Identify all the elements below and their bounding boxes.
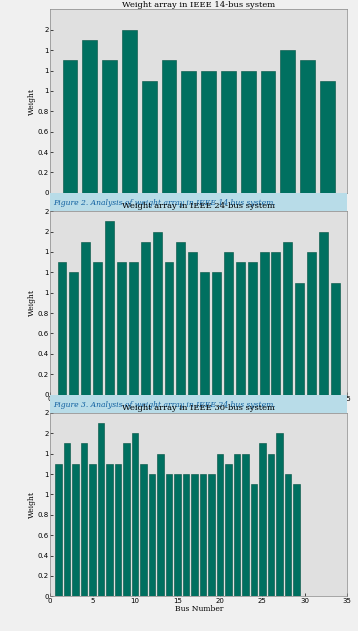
Bar (64, 444, 70, 596)
Bar (176, 242, 185, 394)
Bar (122, 30, 137, 193)
Bar (200, 474, 206, 596)
Bar (72, 464, 79, 596)
Bar (81, 444, 87, 596)
Bar (320, 81, 335, 193)
Y-axis label: Weight: Weight (28, 88, 36, 115)
Bar (166, 474, 172, 596)
Bar (141, 242, 150, 394)
Bar (55, 464, 62, 596)
X-axis label: Bus Number: Bus Number (174, 202, 223, 209)
Y-axis label: Weight: Weight (28, 491, 36, 518)
Bar (300, 61, 315, 193)
Bar (106, 464, 113, 596)
Bar (225, 464, 232, 596)
Bar (69, 273, 78, 394)
Bar (149, 474, 155, 596)
Title: Weight array in IEEE 14-bus system: Weight array in IEEE 14-bus system (122, 1, 275, 9)
Bar (81, 242, 90, 394)
Bar (268, 454, 274, 596)
Bar (174, 474, 181, 596)
Bar (188, 252, 197, 394)
Bar (276, 433, 282, 596)
Bar (248, 262, 257, 394)
Title: Weight array in IEEE 24-bus system: Weight array in IEEE 24-bus system (122, 203, 275, 210)
Bar (331, 283, 340, 394)
Bar (208, 474, 214, 596)
Bar (90, 464, 96, 596)
Bar (105, 221, 114, 394)
Bar (153, 232, 161, 394)
Bar (157, 454, 164, 596)
Bar (241, 71, 256, 193)
Bar (234, 454, 240, 596)
Bar (260, 252, 268, 394)
Bar (140, 464, 147, 596)
Bar (221, 71, 236, 193)
Bar (236, 262, 245, 394)
Bar (129, 262, 138, 394)
Bar (117, 262, 126, 394)
Bar (261, 71, 275, 193)
Bar (102, 61, 117, 193)
Bar (98, 423, 104, 596)
Bar (161, 61, 176, 193)
Y-axis label: Weight: Weight (28, 290, 36, 316)
Bar (93, 262, 102, 394)
Bar (280, 50, 295, 193)
Bar (115, 464, 121, 596)
Bar (200, 273, 209, 394)
Bar (182, 71, 196, 193)
Bar (142, 81, 156, 193)
Bar (183, 474, 189, 596)
Title: Weight array in IEEE 30-bus system: Weight array in IEEE 30-bus system (122, 404, 275, 412)
Bar (295, 283, 304, 394)
Bar (165, 262, 173, 394)
Bar (132, 433, 138, 596)
Bar (224, 252, 233, 394)
Bar (307, 252, 316, 394)
Bar (319, 232, 328, 394)
X-axis label: Bus Number: Bus Number (174, 403, 223, 411)
Bar (242, 454, 248, 596)
Text: Figure 3. Analysis of weight array in IEEE 24 bus system.: Figure 3. Analysis of weight array in IE… (53, 401, 276, 409)
X-axis label: Bus Number: Bus Number (174, 605, 223, 613)
Bar (212, 273, 221, 394)
Text: Figure 2. Analysis of weight array in IEEE 14 bus system.: Figure 2. Analysis of weight array in IE… (53, 199, 276, 207)
Bar (259, 444, 266, 596)
Bar (285, 474, 291, 596)
Bar (251, 484, 257, 596)
Bar (82, 40, 97, 193)
Bar (271, 252, 280, 394)
Bar (191, 474, 198, 596)
Bar (201, 71, 216, 193)
Bar (284, 242, 292, 394)
Bar (58, 262, 67, 394)
Bar (124, 444, 130, 596)
Bar (293, 484, 300, 596)
Bar (63, 61, 77, 193)
Bar (217, 454, 223, 596)
